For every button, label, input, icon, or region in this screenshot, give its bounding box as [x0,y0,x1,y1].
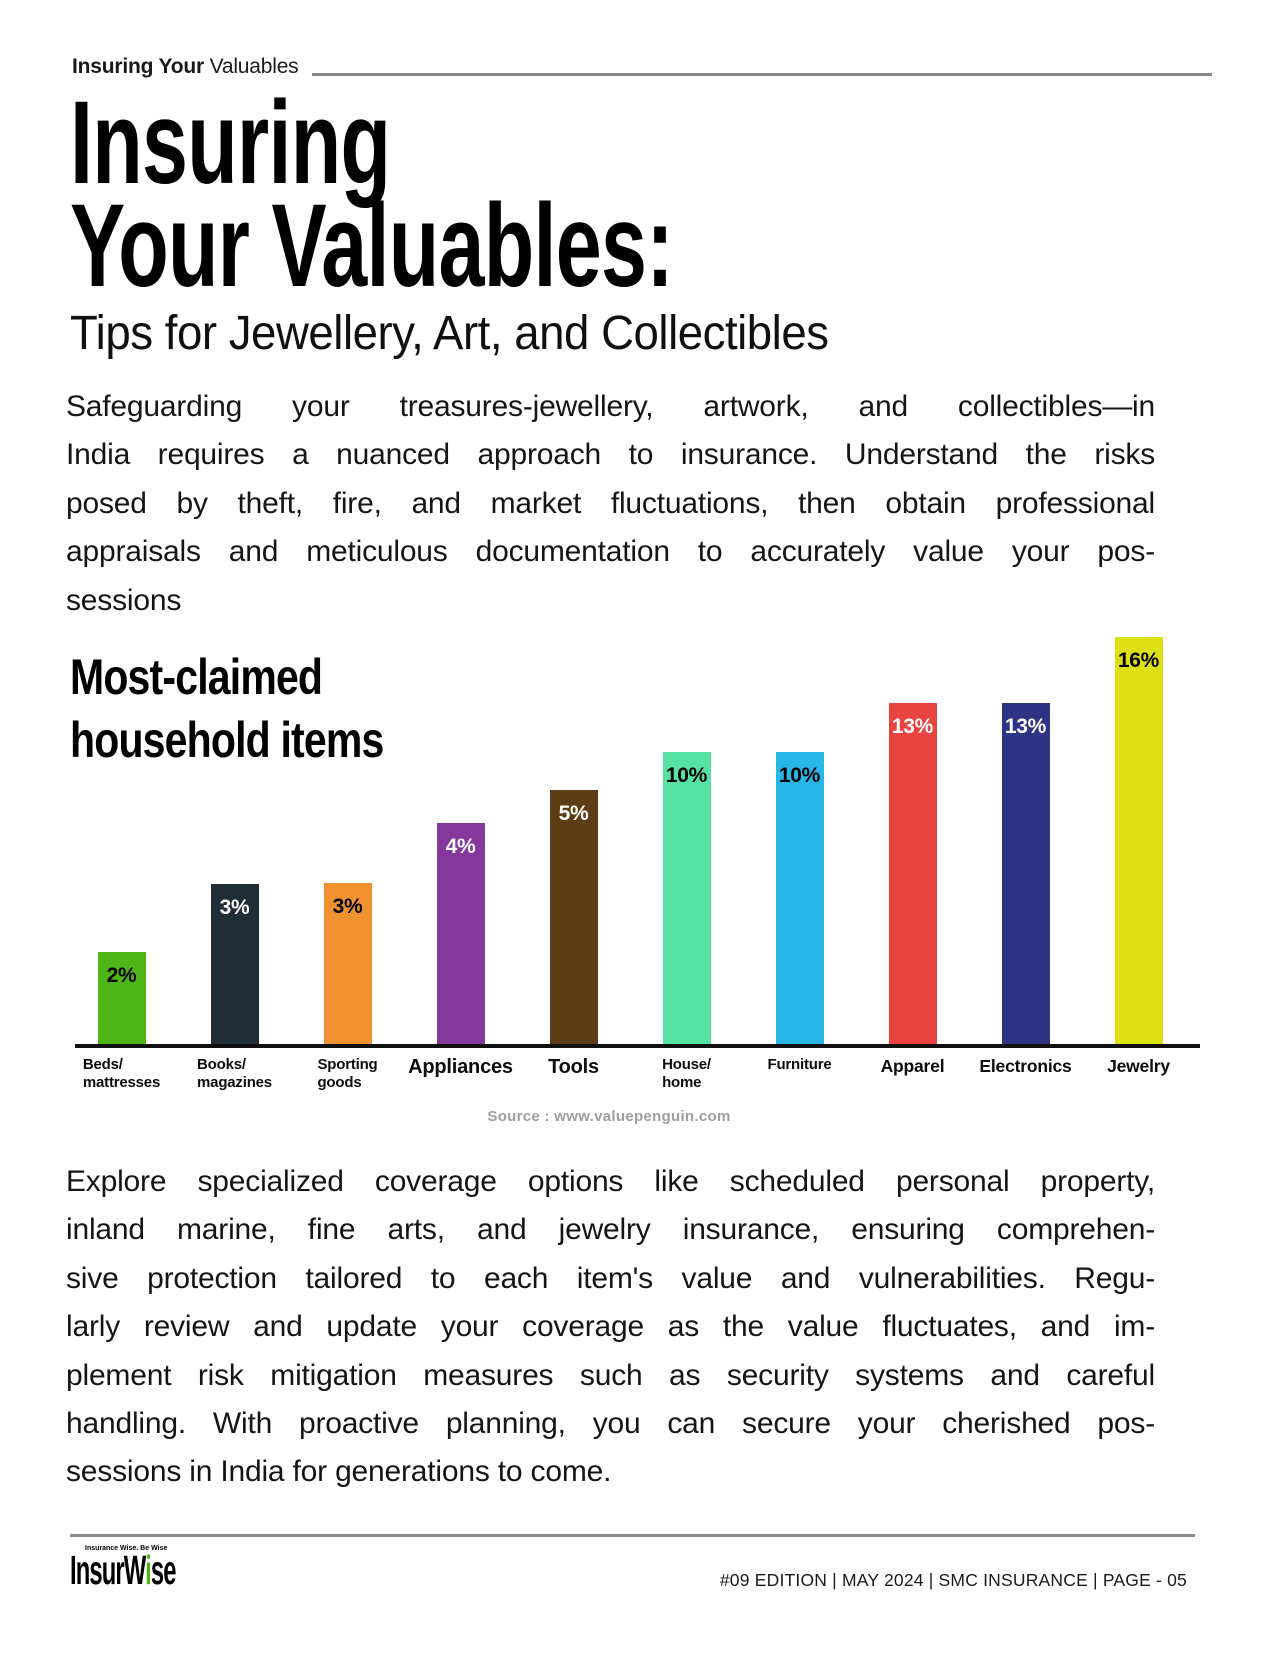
bar-value-label: 5% [558,802,589,825]
category-label: House/home [662,1056,711,1091]
body-line: inland marine, fine arts, and jewelry in… [66,1213,1155,1247]
page-title: Insuring Your Valuables: [70,77,674,312]
bar-value-label: 4% [445,835,476,858]
category-cell-0: Beds/mattresses [65,1056,178,1091]
insurwise-logo: Insurance Wise. Be Wise InsurWise [70,1545,252,1591]
footer-rule [70,1534,1195,1537]
bar-chart: 2% 3% 3% 4% 5% 10% 10% 13% 13% 16% [65,589,1195,1044]
category-label: Sporting goods [317,1056,378,1091]
bar-4: 5% [549,790,598,1044]
category-label: Appliances [408,1056,513,1078]
header-kicker: Insuring Your Valuables [72,55,299,79]
category-label: Electronics [979,1056,1072,1076]
category-cell-3: Appliances [404,1056,517,1091]
body-paragraph: Explore specialized coverage options lik… [66,1158,1155,1497]
intro-line: India requires a nuanced approach to ins… [66,438,1155,472]
body-line: sessions in India for generations to com… [66,1455,612,1489]
category-label: Furniture [767,1056,832,1073]
body-line: Explore specialized coverage options lik… [66,1165,1155,1198]
bar-0: 2% [97,952,146,1044]
chart-category-labels: Beds/mattresses Books/magazines Sporting go… [65,1056,1195,1091]
chart-baseline [75,1044,1200,1048]
body-line: handling. With proactive planning, you c… [66,1407,1155,1441]
bar-group-0: 2% [65,589,178,1044]
category-label: Beds/mattresses [82,1056,161,1091]
bar-9: 16% [1114,637,1163,1044]
intro-line: Safeguarding your treasures-jewellery, a… [66,390,1155,423]
body-line: sive protection tailored to each item's … [66,1261,1155,1295]
bar-group-1: 3% [178,589,291,1044]
bar-value-label: 13% [891,715,934,738]
chart-title-line1: Most-claimed [70,649,323,705]
category-cell-7: Apparel [856,1056,969,1091]
logo-text-green-i: i [145,1547,152,1593]
bar-value-label: 16% [1117,649,1160,672]
logo-text-black-tail: se [150,1547,177,1593]
bar-7: 13% [888,703,937,1044]
bar-5: 10% [662,752,711,1044]
category-label: Tools [548,1056,599,1078]
category-label: Books/magazines [197,1056,272,1091]
header-kicker-light: Valuables [203,55,299,78]
header-kicker-bold: Insuring Your [72,55,204,78]
intro-paragraph: Safeguarding your treasures-jewellery, a… [66,383,1155,625]
logo-tagline: Insurance Wise. Be Wise [85,1545,168,1552]
intro-line: posed by theft, fire, and market fluctua… [66,486,1155,520]
intro-line: sessions [66,583,182,617]
bar-group-3: 4% [404,589,517,1044]
bar-group-4: 5% [517,589,630,1044]
page-title-line1: Insuring [70,77,391,209]
category-cell-9: Jewelry [1082,1056,1195,1091]
intro-line: appraisals and meticulous documentation … [66,535,1155,569]
bar-value-label: 10% [778,764,821,787]
logo-wordmark: InsurWise [70,1550,176,1591]
bar-8: 13% [1001,703,1050,1044]
chart-source: Source : www.valuepenguin.com [487,1108,731,1125]
bar-value-label: 3% [332,895,363,918]
body-line: larly review and update your coverage as… [66,1310,1155,1344]
bar-group-5: 10% [630,589,743,1044]
bar-group-2: 3% [291,589,404,1044]
category-cell-6: Furniture [743,1056,856,1091]
footer-meta: #09 EDITION | MAY 2024 | SMC INSURANCE |… [719,1570,1187,1590]
bar-6: 10% [775,752,824,1044]
bar-2: 3% [323,883,372,1044]
chart-title: Most-claimed household items [70,646,384,772]
bar-value-label: 13% [1004,715,1047,738]
bar-group-7: 13% [856,589,969,1044]
logo-text-black: InsurW [70,1547,146,1593]
bar-3: 4% [436,823,485,1044]
page-header: Insuring Your Valuables [72,55,1212,79]
bar-group-8: 13% [969,589,1082,1044]
category-label: Jewelry [1107,1056,1170,1076]
header-rule [312,73,1212,76]
bar-value-label: 10% [665,764,708,787]
bar-value-label: 2% [106,964,137,987]
category-cell-4: Tools [517,1056,630,1091]
chart-title-line2: household items [70,712,384,768]
category-cell-8: Electronics [969,1056,1082,1091]
bar-group-9: 16% [1082,589,1195,1044]
category-cell-5: House/home [630,1056,743,1091]
page-title-line2: Your Valuables: [70,180,674,312]
category-cell-1: Books/magazines [178,1056,291,1091]
bar-1: 3% [210,884,259,1044]
body-line: plement risk mitigation measures such as… [66,1358,1155,1392]
bar-value-label: 3% [219,896,250,919]
page-subtitle: Tips for Jewellery, Art, and Collectible… [70,307,829,360]
category-label: Apparel [880,1056,945,1076]
bar-group-6: 10% [743,589,856,1044]
category-cell-2: Sporting goods [291,1056,404,1091]
